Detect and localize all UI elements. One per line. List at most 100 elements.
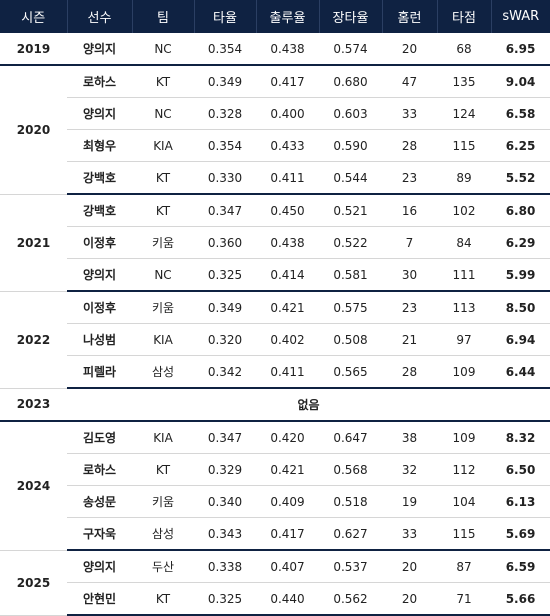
war-cell: 5.69 [491,517,550,551]
table-row: 2022 이정후 키움 0.349 0.421 0.575 23 113 8.50 [0,291,550,389]
team-cell: 키움 [132,485,194,518]
war-cell: 6.58 [491,97,550,130]
player-cell: 안현민 [67,582,132,616]
rbi-cell: 112 [437,453,491,486]
war-cell: 6.25 [491,129,550,162]
player-cell: 최형우 [67,129,132,162]
avg-cell: 0.349 [194,65,256,98]
slg-cell: 0.508 [319,323,382,356]
header-season: 시즌 [0,0,68,33]
table-row: 송성문 키움 0.340 0.409 0.518 19 104 6.13 [0,485,550,518]
war-cell: 6.59 [491,550,550,583]
season-cell: 2023 [0,388,67,422]
header-team: 팀 [132,0,195,33]
hr-cell: 21 [382,323,437,356]
avg-cell: 0.325 [194,582,256,616]
obp-cell: 0.440 [256,582,319,616]
season-cell: 2019 [0,33,67,66]
team-cell: NC [132,258,194,292]
hr-cell: 32 [382,453,437,486]
header-hr: 홈런 [382,0,438,33]
slg-cell: 0.568 [319,453,382,486]
rbi-cell: 87 [437,550,491,583]
team-cell: NC [132,97,194,130]
avg-cell: 0.349 [194,291,256,324]
team-cell: KT [132,194,194,227]
obp-cell: 0.411 [256,161,319,195]
team-cell: NC [132,33,194,66]
table-row: 나성범 KIA 0.320 0.402 0.508 21 97 6.94 [0,323,550,356]
hr-cell: 20 [382,582,437,616]
season-cell: 2020 [0,65,67,195]
avg-cell: 0.330 [194,161,256,195]
player-cell: 강백호 [67,194,132,227]
obp-cell: 0.421 [256,291,319,324]
hr-cell: 33 [382,97,437,130]
slg-cell: 0.522 [319,226,382,259]
rbi-cell: 111 [437,258,491,292]
player-cell: 이정후 [67,226,132,259]
slg-cell: 0.574 [319,33,382,66]
header-avg: 타율 [194,0,257,33]
rbi-cell: 71 [437,582,491,616]
header-obp: 출루율 [256,0,320,33]
rbi-cell: 124 [437,97,491,130]
hr-cell: 20 [382,550,437,583]
rbi-cell: 97 [437,323,491,356]
team-cell: 삼성 [132,355,194,389]
avg-cell: 0.342 [194,355,256,389]
slg-cell: 0.590 [319,129,382,162]
player-cell: 강백호 [67,161,132,195]
avg-cell: 0.338 [194,550,256,583]
rbi-cell: 135 [437,65,491,98]
player-cell: 이정후 [67,291,132,324]
player-cell: 로하스 [67,453,132,486]
avg-cell: 0.354 [194,33,256,66]
war-cell: 5.66 [491,582,550,616]
rbi-cell: 104 [437,485,491,518]
avg-cell: 0.347 [194,194,256,227]
war-cell: 6.80 [491,194,550,227]
team-cell: KIA [132,129,194,162]
avg-cell: 0.354 [194,129,256,162]
hr-cell: 20 [382,33,437,66]
war-cell: 6.13 [491,485,550,518]
hr-cell: 33 [382,517,437,551]
war-cell: 5.52 [491,161,550,195]
obp-cell: 0.414 [256,258,319,292]
war-cell: 5.99 [491,258,550,292]
avg-cell: 0.347 [194,421,256,454]
table-row: 2019 양의지 NC 0.354 0.438 0.574 20 68 6.95 [0,33,550,66]
no-winner-cell: 없음 [67,388,550,422]
table-row: 강백호 KT 0.330 0.411 0.544 23 89 5.52 [0,161,550,195]
table-body: 2019 양의지 NC 0.354 0.438 0.574 20 68 6.95 2020 로하스 K… [0,33,550,616]
obp-cell: 0.407 [256,550,319,583]
obp-cell: 0.409 [256,485,319,518]
rbi-cell: 102 [437,194,491,227]
header-player: 선수 [67,0,133,33]
hr-cell: 28 [382,355,437,389]
table-row: 2023 없음 [0,388,550,422]
obp-cell: 0.450 [256,194,319,227]
obp-cell: 0.438 [256,226,319,259]
hr-cell: 19 [382,485,437,518]
slg-cell: 0.603 [319,97,382,130]
team-cell: 두산 [132,550,194,583]
hr-cell: 23 [382,291,437,324]
team-cell: 키움 [132,291,194,324]
war-cell: 9.04 [491,65,550,98]
team-cell: 삼성 [132,517,194,551]
hr-cell: 16 [382,194,437,227]
hr-cell: 47 [382,65,437,98]
war-cell: 6.50 [491,453,550,486]
team-cell: 키움 [132,226,194,259]
team-cell: KIA [132,323,194,356]
hr-cell: 7 [382,226,437,259]
table-row: 피렐라 삼성 0.342 0.411 0.565 28 109 6.44 [0,355,550,389]
obp-cell: 0.438 [256,33,319,66]
rbi-cell: 109 [437,421,491,454]
team-cell: KT [132,453,194,486]
season-cell: 2024 [0,421,67,551]
player-cell: 양의지 [67,33,132,66]
